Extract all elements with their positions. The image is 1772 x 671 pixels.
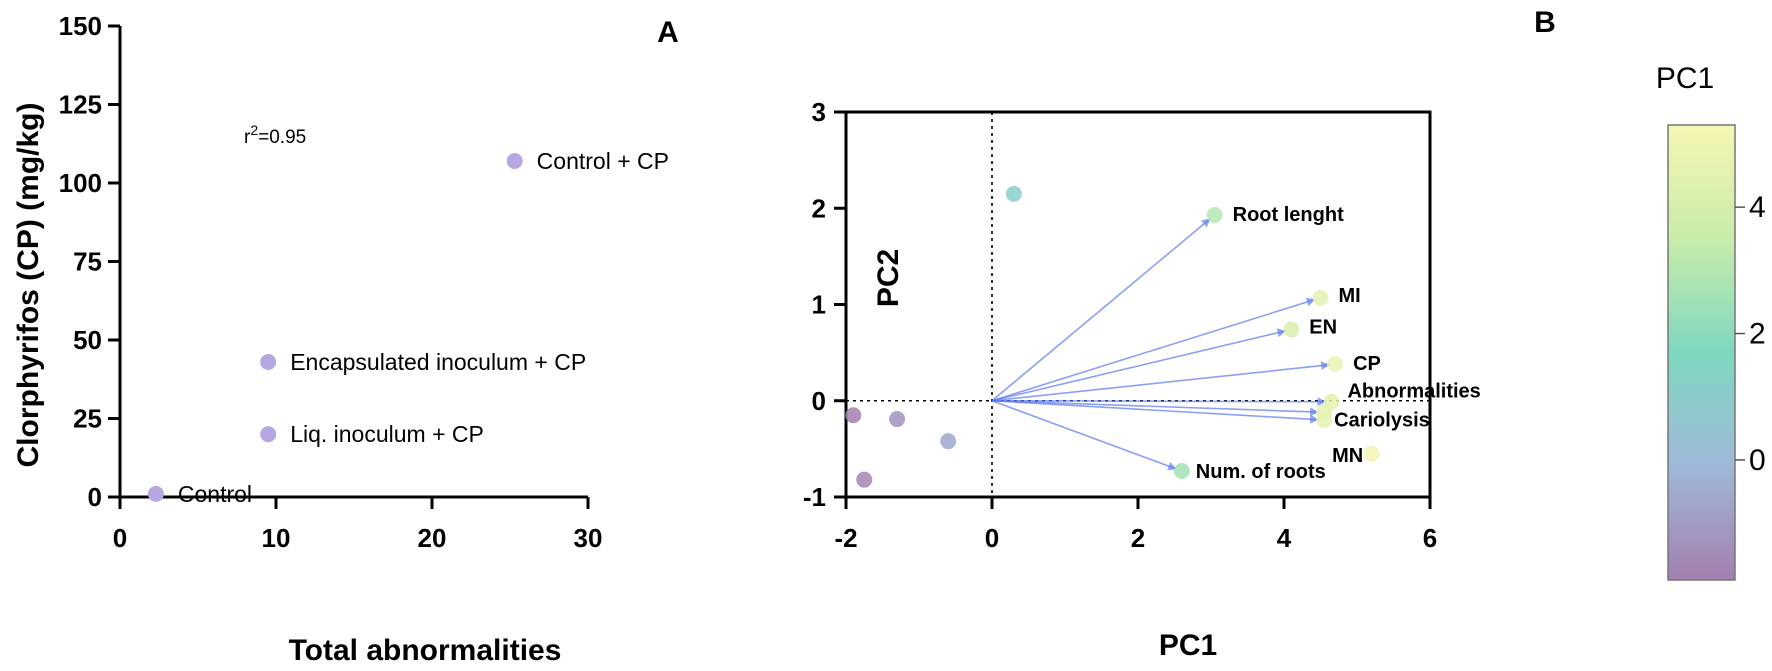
panel-b-variable-label: Abnormalities	[1347, 381, 1480, 403]
panel-b-arrow-root-lenght	[991, 218, 1211, 402]
panel-a-y-tick-label: 150	[59, 11, 102, 41]
panel-b-y-tick-label: 0	[812, 386, 826, 416]
panel-b-variable-label: CP	[1353, 353, 1381, 375]
panel-b-observation-point	[845, 407, 862, 424]
panel-a-point-control-cp	[506, 153, 523, 170]
panel-b-observation-point	[889, 411, 906, 428]
panel-b-x-axis-label: PC1	[1159, 629, 1217, 662]
panel-b-arrow-abnormalities	[991, 397, 1327, 407]
panel-a-x-tick-label: 0	[113, 523, 127, 553]
panel-b-x-tick-label: 0	[985, 523, 999, 553]
colorbar-tick-label: 4	[1749, 191, 1766, 224]
r-squared-annotation: r2=0.95	[244, 122, 306, 148]
panel-b-variable-point-mn	[1316, 412, 1333, 428]
panel-b-label: B	[1534, 6, 1556, 39]
panel-a-x-tick-label: 30	[574, 523, 603, 553]
panel-a-point-encapsulated-inoculum-cp	[260, 353, 277, 370]
panel-a: A r2=0.95 0 10 20 30 0 25 50 75 100 125 150 Contro…	[12, 11, 679, 667]
panel-b-observation-point	[1363, 445, 1380, 462]
panel-b-observation-point	[940, 433, 957, 450]
panel-b-observation-point	[856, 471, 873, 488]
panel-b-variable-label: MN	[1332, 445, 1363, 467]
panel-b-arrow-mi	[991, 297, 1316, 402]
panel-a-label: A	[657, 16, 679, 49]
panel-b-arrow-mn	[991, 399, 1320, 424]
panel-b-arrow-cariolysis	[991, 399, 1320, 417]
panel-b-y-tick-label: -1	[803, 482, 826, 512]
panel-b-y-tick-label: 1	[812, 290, 826, 320]
colorbar: PC1 0 2 4	[1656, 62, 1766, 581]
panel-a-y-tick-label: 0	[88, 482, 102, 512]
panel-b-x-tick-label: 2	[1131, 523, 1145, 553]
panel-b-arrow-en	[991, 328, 1287, 402]
panel-b-x-tick-label: -2	[834, 523, 857, 553]
panel-a-point-label: Control	[178, 481, 252, 507]
panel-b-variable-label: Root lenght	[1233, 204, 1344, 226]
panel-b-variable-point-root-lenght	[1206, 206, 1223, 223]
panel-a-point-label: Encapsulated inoculum + CP	[290, 349, 586, 375]
panel-b-y-tick-label: 2	[812, 193, 826, 223]
panel-a-y-axis-label: Clorphyrifos (CP) (mg/kg)	[12, 103, 45, 468]
panel-b-variable-label: Num. of roots	[1196, 461, 1326, 483]
colorbar-gradient	[1667, 124, 1736, 581]
colorbar-title: PC1	[1656, 62, 1714, 95]
panel-a-y-tick-label: 100	[59, 168, 102, 198]
panel-b-variable-point-num-of-roots	[1173, 463, 1190, 480]
panel-a-point-label: Liq. inoculum + CP	[290, 421, 484, 447]
panel-a-x-tick-label: 10	[262, 523, 291, 553]
panel-b-y-tick-label: 3	[812, 97, 826, 127]
panel-a-y-tick-label: 75	[73, 247, 102, 277]
panel-a-y-tick-label: 25	[73, 404, 102, 434]
panel-a-point-label: Control + CP	[537, 148, 669, 174]
panel-a-x-tick-label: 20	[418, 523, 447, 553]
panel-b-variable-point-mi	[1312, 289, 1329, 306]
panel-a-point-control	[147, 485, 164, 502]
panel-b-variable-label: EN	[1309, 317, 1337, 339]
panel-b-variable-point-cp	[1327, 356, 1344, 373]
panel-b-variable-label: MI	[1339, 285, 1361, 307]
panel-b-x-tick-label: 6	[1423, 523, 1437, 553]
panel-b-variable-point-en	[1283, 321, 1300, 338]
panel-b-arrow-cp	[991, 361, 1331, 402]
panel-a-y-tick-label: 50	[73, 325, 102, 355]
colorbar-tick-label: 0	[1749, 444, 1766, 477]
panel-a-x-axis-label: Total abnormalities	[289, 634, 562, 667]
panel-b-x-tick-label: 4	[1277, 523, 1292, 553]
colorbar-tick-label: 2	[1749, 318, 1766, 351]
panel-b-arrow-num-of-roots	[991, 399, 1178, 471]
panel-b-variable-label: Cariolysis	[1334, 409, 1430, 431]
panel-b-y-axis-label: PC2	[872, 249, 905, 307]
panel-a-point-liq-inoculum-cp	[260, 426, 277, 443]
panel-b-observation-point	[1005, 185, 1022, 202]
panel-a-y-tick-label: 125	[59, 90, 102, 120]
